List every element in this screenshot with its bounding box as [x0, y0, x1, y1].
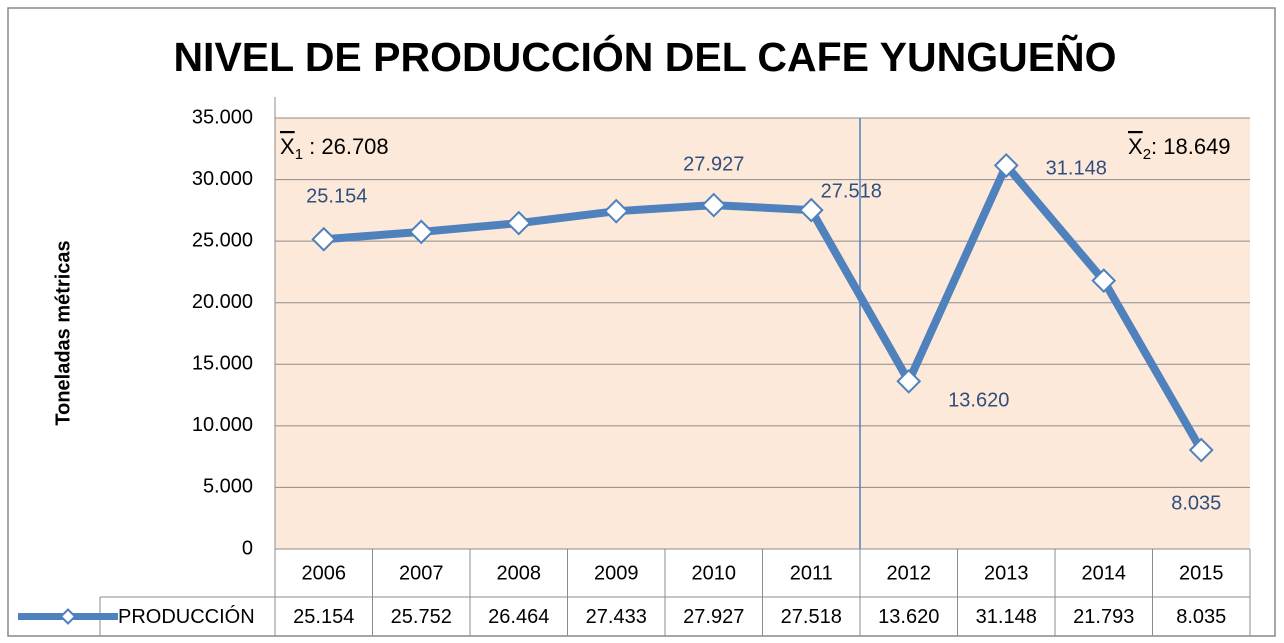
annotation-text: : 18.649 — [1151, 134, 1231, 159]
y-tick-label: 10.000 — [192, 414, 253, 436]
x-tick-label: 2007 — [399, 562, 444, 584]
legend-marker — [59, 608, 77, 625]
annotation-symbol: X — [1128, 134, 1143, 159]
annotation: X1 : 26.708 — [280, 134, 389, 163]
table-value: 31.148 — [976, 606, 1037, 628]
x-tick-label: 2011 — [790, 562, 833, 584]
x-tick-label: 2006 — [302, 562, 347, 584]
data-label: 27.518 — [821, 180, 882, 202]
plot-area — [275, 118, 1250, 549]
data-point — [896, 368, 922, 394]
data-point — [311, 226, 337, 252]
x-tick-label: 2013 — [984, 562, 1029, 584]
y-tick-label: 25.000 — [192, 229, 253, 251]
table-value: 27.433 — [586, 606, 647, 628]
y-axis-label: Toneladas métricas — [52, 240, 74, 425]
y-tick-label: 0 — [242, 537, 253, 559]
table-value: 8.035 — [1176, 606, 1226, 628]
series-line — [323, 161, 1205, 453]
annotation: X2: 18.649 — [1128, 134, 1231, 163]
table-value: 27.927 — [683, 606, 744, 628]
data-point — [1091, 268, 1117, 294]
table-value: 27.518 — [781, 606, 842, 628]
data-label: 25.154 — [306, 186, 367, 208]
annotation-symbol: X — [280, 134, 295, 159]
data-label: 31.148 — [1046, 158, 1107, 180]
data-point — [603, 198, 629, 224]
table-value: 25.752 — [391, 606, 452, 628]
data-label: 13.620 — [948, 390, 1009, 412]
table-value: 13.620 — [878, 606, 939, 628]
y-tick-label: 15.000 — [192, 353, 253, 375]
x-tick-label: 2015 — [1179, 562, 1224, 584]
chart-title: NIVEL DE PRODUCCIÓN DEL CAFE YUNGUEÑO — [173, 34, 1116, 80]
data-point — [993, 153, 1019, 178]
x-tick-label: 2012 — [887, 562, 932, 584]
table-value: 26.464 — [488, 606, 549, 628]
annotation-subscript: 1 — [295, 146, 303, 163]
table-value: 21.793 — [1073, 606, 1134, 628]
y-tick-label: 30.000 — [192, 168, 253, 190]
data-point — [1188, 437, 1214, 463]
data-label: 8.035 — [1171, 492, 1221, 514]
data-point — [506, 210, 532, 236]
table-value: 25.154 — [293, 606, 354, 628]
x-tick-label: 2014 — [1082, 562, 1127, 584]
data-label: 27.927 — [683, 153, 744, 175]
legend-label: PRODUCCIÓN — [118, 605, 255, 628]
data-point — [701, 192, 727, 218]
y-tick-label: 35.000 — [192, 106, 253, 128]
annotation-subscript: 2 — [1143, 146, 1151, 163]
y-tick-label: 20.000 — [192, 291, 253, 313]
data-point — [798, 197, 824, 223]
x-tick-label: 2009 — [594, 562, 639, 584]
x-tick-label: 2010 — [692, 562, 737, 584]
annotation-text: : 26.708 — [303, 134, 389, 159]
y-tick-label: 5.000 — [203, 476, 253, 498]
x-tick-label: 2008 — [497, 562, 542, 584]
data-point — [408, 219, 434, 245]
